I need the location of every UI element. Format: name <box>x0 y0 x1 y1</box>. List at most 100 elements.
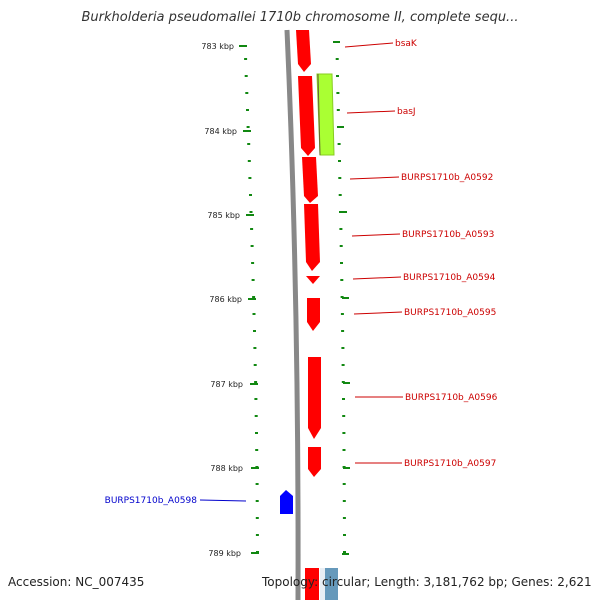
gene-label[interactable]: BURPS1710b_A0593 <box>402 230 494 240</box>
left-ruler-dot <box>254 398 258 400</box>
gene-label[interactable]: BURPS1710b_A0595 <box>404 308 496 318</box>
left-ruler-dot <box>247 143 251 145</box>
axis-tick-label: 787 kbp <box>210 380 243 389</box>
gene-BURPS1710b_A0598[interactable] <box>280 490 293 514</box>
gene-BURPS1710b_A0594[interactable] <box>306 276 320 284</box>
left-ruler-dot <box>255 432 258 434</box>
right-ruler-dot <box>342 449 346 451</box>
leader-A0593 <box>351 233 401 237</box>
gene-BURPS1710b_A0595[interactable] <box>307 298 320 331</box>
right-ruler-dot <box>342 517 346 519</box>
left-ruler-dot <box>248 177 252 179</box>
gene-bottom-segment[interactable] <box>305 568 319 600</box>
axis-ticks: 783 kbp 784 kbp 785 kbp 786 kbp 787 kbp … <box>201 42 259 558</box>
left-ruler-dot <box>255 500 259 502</box>
chromosome-backbone <box>284 29 301 600</box>
left-ruler-dot <box>246 109 249 111</box>
leader-A0592 <box>349 176 400 180</box>
right-ruler-dot <box>342 415 346 417</box>
left-ruler-dot <box>244 58 248 60</box>
map-title: Burkholderia pseudomallei 1710b chromoso… <box>81 10 519 25</box>
axis-tick-label: 786 kbp <box>209 295 242 304</box>
gene-label[interactable]: BURPS1710b_A0592 <box>401 173 493 183</box>
right-ruler-dot <box>341 330 345 332</box>
left-ruler-dot <box>249 194 252 196</box>
left-ruler-dot <box>251 279 255 281</box>
right-ruler-dot <box>342 500 346 502</box>
right-ruler-dot <box>341 364 345 366</box>
right-ruler-dot <box>338 194 342 196</box>
left-ruler-dot <box>247 160 251 162</box>
right-ruler-dot <box>338 160 341 162</box>
right-ruler-dot <box>342 483 346 485</box>
leader-bsaK <box>344 42 394 48</box>
left-ruler-dot <box>245 92 249 94</box>
gene-BURPS1710b_A0596[interactable] <box>308 357 321 439</box>
gene-BURPS1710b_A0597[interactable] <box>308 447 321 477</box>
left-ruler-dot <box>250 228 254 230</box>
gene-labels: bsaK basJ BURPS1710b_A0592 BURPS1710b_A0… <box>105 39 498 506</box>
right-ruler-dot <box>339 228 343 230</box>
left-ruler-dot <box>251 262 255 264</box>
axis-tick-label: 785 kbp <box>207 211 240 220</box>
left-ruler-dot <box>250 245 254 247</box>
accession-text: Accession: NC_007435 <box>8 575 145 589</box>
left-ruler-dot <box>254 415 258 417</box>
left-ruler-dot <box>252 296 256 298</box>
axis-tick-label: 783 kbp <box>201 42 234 51</box>
left-ruler <box>244 58 259 553</box>
gene-bsaK[interactable] <box>296 30 311 72</box>
left-ruler-dot <box>246 126 250 128</box>
left-ruler-dot <box>252 313 256 315</box>
bottom-track-segment <box>322 568 338 600</box>
gene-BURPS1710b_A0592[interactable] <box>302 157 318 203</box>
left-ruler-dot <box>249 211 253 213</box>
label-leaders <box>199 42 403 502</box>
gene-basJ-red[interactable] <box>298 76 315 156</box>
sequence-summary: Topology: circular; Length: 3,181,762 bp… <box>262 575 592 589</box>
right-ruler-dot <box>336 75 339 77</box>
right-ruler-dot <box>343 534 346 536</box>
left-ruler-dot <box>255 483 259 485</box>
gene-BURPS1710b_A0593[interactable] <box>304 204 320 271</box>
right-ruler-dot <box>340 313 344 315</box>
left-ruler-dot <box>254 381 258 383</box>
right-ruler-dot <box>340 279 344 281</box>
left-ruler-dot <box>255 534 259 536</box>
right-ruler-dot <box>338 177 342 179</box>
left-ruler-dot <box>255 517 259 519</box>
right-ruler-dot <box>336 109 340 111</box>
left-ruler-dot <box>253 347 257 349</box>
right-ruler-dot <box>342 432 346 434</box>
left-ruler-dot <box>253 330 256 332</box>
left-ruler-dot <box>244 75 248 77</box>
right-ruler-dot <box>341 347 345 349</box>
right-ruler-dot <box>335 58 339 60</box>
gene-label[interactable]: BURPS1710b_A0597 <box>404 459 496 469</box>
right-ruler-dot <box>337 143 341 145</box>
right-ruler-dot <box>336 92 340 94</box>
right-major-ticks <box>333 41 350 555</box>
forward-genes <box>296 30 321 600</box>
gene-label[interactable]: bsaK <box>395 39 418 49</box>
left-ruler-dot <box>255 449 259 451</box>
axis-tick-label: 788 kbp <box>210 464 243 473</box>
right-ruler-dot <box>339 245 343 247</box>
axis-tick-label: 784 kbp <box>204 127 237 136</box>
right-ruler-dot <box>343 551 346 553</box>
left-ruler-dot <box>253 364 257 366</box>
leader-A0594 <box>352 276 402 280</box>
gene-label[interactable]: BURPS1710b_A0594 <box>403 273 496 283</box>
gene-label[interactable]: basJ <box>397 107 416 117</box>
gene-label[interactable]: BURPS1710b_A0596 <box>405 393 498 403</box>
gene-label[interactable]: BURPS1710b_A0598 <box>105 496 198 506</box>
leader-A0595 <box>353 311 403 315</box>
right-ruler-dot <box>342 398 345 400</box>
leader-basJ <box>346 110 396 114</box>
right-ruler-dot <box>340 262 343 264</box>
axis-tick-label: 789 kbp <box>208 549 241 558</box>
basJ-edge-line <box>317 73 321 156</box>
bottom-track-highlight <box>320 568 325 600</box>
leader-A0598 <box>199 499 247 502</box>
